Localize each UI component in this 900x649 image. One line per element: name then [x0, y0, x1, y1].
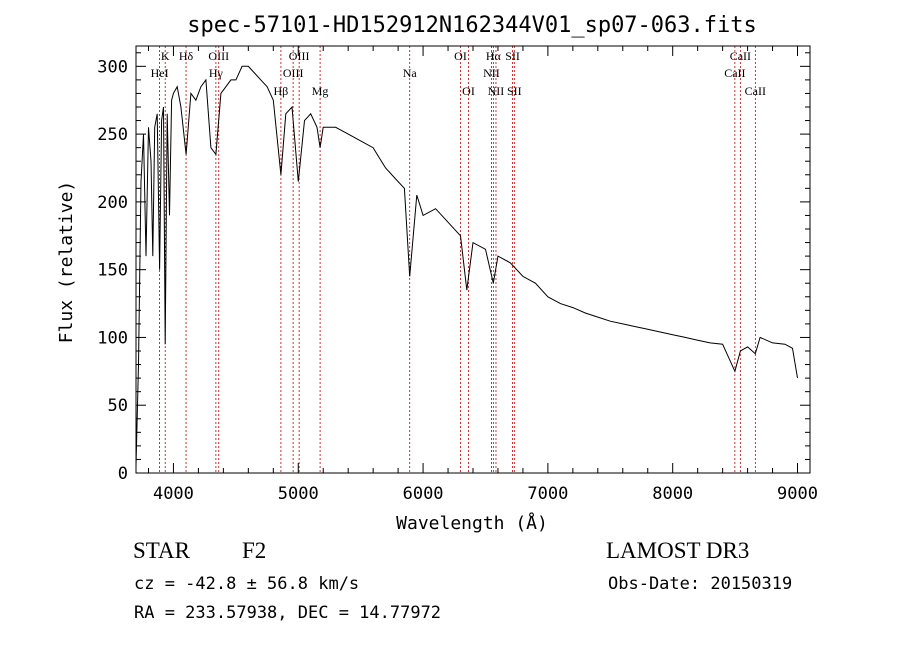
- marker-label: Hα: [486, 49, 502, 63]
- marker-label: SII: [505, 49, 520, 63]
- marker-label: Mg: [312, 84, 329, 98]
- y-tick-label: 250: [97, 125, 128, 145]
- y-tick-label: 100: [97, 328, 128, 348]
- plot-frame: [135, 45, 811, 474]
- y-tick-label: 200: [97, 193, 128, 213]
- subclass-label: F2: [242, 538, 267, 563]
- marker-label: NII: [488, 84, 505, 98]
- y-tick-label: 300: [97, 57, 128, 77]
- marker-label: CaII: [730, 49, 751, 63]
- marker-label: OIII: [289, 49, 310, 63]
- class-label: STAR: [133, 538, 190, 563]
- marker-label: Na: [403, 66, 418, 80]
- cz-value: cz = -42.8 ± 56.8 km/s: [134, 574, 360, 594]
- x-tick-label: 7000: [527, 484, 568, 504]
- obs-date: Obs-Date: 20150319: [608, 574, 793, 594]
- x-tick-label: 4000: [153, 484, 194, 504]
- chart-title: spec-57101-HD152912N162344V01_sp07-063.f…: [187, 13, 757, 38]
- marker-label: OI: [462, 84, 475, 98]
- marker-label: Hδ: [179, 49, 194, 63]
- marker-label: Hγ: [209, 66, 224, 80]
- x-tick-label: 9000: [777, 484, 818, 504]
- y-tick-label: 50: [108, 396, 128, 416]
- y-tick-label: 150: [97, 261, 128, 281]
- marker-label: K: [161, 49, 170, 63]
- x-axis: 4000 5000 6000 7000 8000 9000: [147, 46, 818, 504]
- coordinates: RA = 233.57938, DEC = 14.77972: [134, 603, 442, 623]
- x-axis-label: Wavelength (Å): [396, 512, 548, 534]
- marker-label: HeI: [151, 66, 169, 80]
- marker-label: Hβ: [274, 84, 289, 98]
- spectrum-line: [135, 65, 798, 467]
- y-tick-label: 0: [118, 464, 128, 484]
- y-axis-label: Flux (relative): [56, 181, 77, 344]
- marker-label: CaII: [724, 66, 745, 80]
- marker-label: CaII: [745, 84, 766, 98]
- marker-label: NII: [483, 66, 500, 80]
- marker-lines: [159, 46, 756, 473]
- x-tick-label: 6000: [403, 484, 444, 504]
- y-axis: 0 50 100 150 200 250 300: [97, 52, 810, 484]
- marker-label: SII: [507, 84, 522, 98]
- x-tick-label: 8000: [652, 484, 693, 504]
- marker-label: OIII: [208, 49, 229, 63]
- survey-label: LAMOST DR3: [606, 538, 750, 563]
- marker-label: OI: [454, 49, 467, 63]
- marker-label: OIII: [283, 66, 304, 80]
- x-tick-label: 5000: [278, 484, 319, 504]
